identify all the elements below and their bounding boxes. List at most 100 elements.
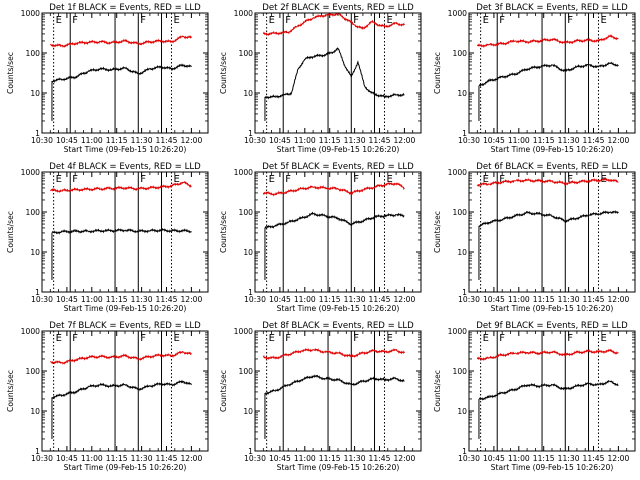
x-axis-label: Start Time (09-Feb-15 10:26:20) bbox=[491, 463, 614, 472]
x-tick-label: 12:00 bbox=[180, 454, 202, 463]
x-tick-label: 11:45 bbox=[583, 454, 605, 463]
y-tick-label: 10 bbox=[457, 407, 467, 416]
x-tick-label: 11:45 bbox=[369, 136, 391, 145]
x-tick-label: 11:45 bbox=[583, 295, 605, 304]
event-marker-label: F bbox=[72, 15, 78, 26]
event-marker-label: E bbox=[173, 174, 179, 185]
y-tick-label: 1000 bbox=[21, 327, 40, 336]
x-axis-label: Start Time (09-Feb-15 10:26:20) bbox=[64, 463, 187, 472]
event-marker-label: F bbox=[353, 15, 359, 26]
x-tick-label: 11:30 bbox=[131, 295, 153, 304]
detector-panel-5: Det 5f BLACK = Events, RED = LLD 1 10 100 10… bbox=[219, 162, 422, 313]
y-tick-label: 10 bbox=[30, 248, 40, 257]
event-marker-label: E bbox=[483, 174, 489, 185]
events-series-line bbox=[478, 61, 619, 87]
x-axis-label: Start Time (09-Feb-15 10:26:20) bbox=[64, 145, 187, 154]
x-tick-label: 10:45 bbox=[56, 295, 78, 304]
y-tick-label: 1000 bbox=[21, 168, 40, 177]
event-marker-label: E bbox=[600, 333, 606, 344]
x-tick-label: 11:15 bbox=[106, 136, 128, 145]
x-tick-label: 11:15 bbox=[533, 454, 555, 463]
event-marker-label: F bbox=[285, 15, 291, 26]
lld-series-line bbox=[262, 12, 405, 37]
x-tick-label: 12:00 bbox=[180, 295, 202, 304]
y-axis-label: Counts/sec bbox=[6, 211, 15, 253]
y-tick-label: 10 bbox=[243, 407, 253, 416]
event-marker-label: E bbox=[56, 15, 62, 26]
event-marker-label: E bbox=[56, 174, 62, 185]
lld-series-line bbox=[50, 180, 192, 194]
y-axis-label: Counts/sec bbox=[219, 52, 228, 94]
event-marker-label: E bbox=[173, 333, 179, 344]
y-tick-label: 10 bbox=[30, 407, 40, 416]
y-tick-label: 100 bbox=[26, 208, 41, 217]
x-tick-label: 11:00 bbox=[81, 295, 103, 304]
event-marker-label: F bbox=[499, 15, 505, 26]
x-tick-label: 10:30 bbox=[31, 454, 53, 463]
plot-frame bbox=[254, 171, 422, 293]
lld-series-line bbox=[262, 181, 405, 197]
y-tick-label: 100 bbox=[453, 49, 468, 58]
y-tick-label: 1000 bbox=[234, 9, 253, 18]
y-tick-label: 1000 bbox=[448, 9, 467, 18]
x-tick-label: 10:45 bbox=[483, 454, 505, 463]
x-tick-label: 10:45 bbox=[269, 295, 291, 304]
x-tick-label: 11:45 bbox=[156, 136, 178, 145]
plot-frame bbox=[41, 330, 209, 452]
lld-series-line bbox=[50, 350, 192, 365]
event-marker-label: F bbox=[285, 333, 291, 344]
x-tick-label: 12:00 bbox=[607, 136, 629, 145]
x-tick-label: 10:45 bbox=[483, 295, 505, 304]
y-tick-label: 10 bbox=[457, 89, 467, 98]
lld-series-line bbox=[50, 35, 192, 48]
x-axis-label: Start Time (09-Feb-15 10:26:20) bbox=[277, 145, 400, 154]
x-tick-label: 11:00 bbox=[294, 295, 316, 304]
event-marker-label: E bbox=[269, 15, 275, 26]
x-tick-label: 11:45 bbox=[156, 295, 178, 304]
detector-panel-1: Det 1f BLACK = Events, RED = LLD 1 10 100 10… bbox=[6, 3, 209, 154]
y-tick-label: 1 bbox=[35, 288, 40, 297]
x-tick-label: 11:00 bbox=[508, 136, 530, 145]
x-tick-label: 11:15 bbox=[106, 454, 128, 463]
x-tick-label: 10:45 bbox=[483, 136, 505, 145]
x-tick-label: 10:45 bbox=[56, 136, 78, 145]
lld-series-line bbox=[476, 34, 619, 48]
x-tick-label: 10:30 bbox=[458, 136, 480, 145]
x-tick-label: 10:30 bbox=[244, 136, 266, 145]
x-tick-label: 11:30 bbox=[558, 454, 580, 463]
event-marker-label: F bbox=[499, 174, 505, 185]
y-tick-label: 1 bbox=[248, 129, 253, 138]
x-tick-label: 11:15 bbox=[319, 295, 341, 304]
detector-panel-3: Det 3f BLACK = Events, RED = LLD 1 10 100 10… bbox=[433, 3, 636, 154]
panel-title: Det 1f BLACK = Events, RED = LLD bbox=[49, 3, 201, 13]
panel-title: Det 4f BLACK = Events, RED = LLD bbox=[49, 162, 201, 172]
y-tick-label: 100 bbox=[239, 208, 254, 217]
x-axis-label: Start Time (09-Feb-15 10:26:20) bbox=[277, 463, 400, 472]
y-axis-label: Counts/sec bbox=[219, 211, 228, 253]
y-tick-label: 1000 bbox=[21, 9, 40, 18]
y-axis-label: Counts/sec bbox=[6, 370, 15, 412]
y-tick-label: 100 bbox=[26, 367, 41, 376]
x-tick-label: 11:30 bbox=[558, 136, 580, 145]
x-tick-label: 12:00 bbox=[393, 295, 415, 304]
y-tick-label: 100 bbox=[26, 49, 41, 58]
y-tick-label: 1 bbox=[462, 447, 467, 456]
y-tick-label: 100 bbox=[239, 49, 254, 58]
y-tick-label: 1 bbox=[248, 288, 253, 297]
y-tick-label: 1 bbox=[462, 288, 467, 297]
x-tick-label: 11:30 bbox=[344, 454, 366, 463]
y-tick-label: 100 bbox=[453, 367, 468, 376]
panel-title: Det 9f BLACK = Events, RED = LLD bbox=[476, 321, 628, 331]
events-series-line bbox=[479, 210, 619, 228]
x-tick-label: 11:45 bbox=[369, 295, 391, 304]
x-tick-label: 12:00 bbox=[607, 295, 629, 304]
x-tick-label: 10:45 bbox=[269, 136, 291, 145]
event-marker-label: F bbox=[567, 15, 573, 26]
x-tick-label: 11:30 bbox=[344, 136, 366, 145]
y-tick-label: 1 bbox=[35, 129, 40, 138]
plot-frame bbox=[41, 12, 209, 134]
x-axis-label: Start Time (09-Feb-15 10:26:20) bbox=[491, 145, 614, 154]
events-series-line bbox=[51, 227, 192, 235]
x-tick-label: 11:00 bbox=[81, 454, 103, 463]
